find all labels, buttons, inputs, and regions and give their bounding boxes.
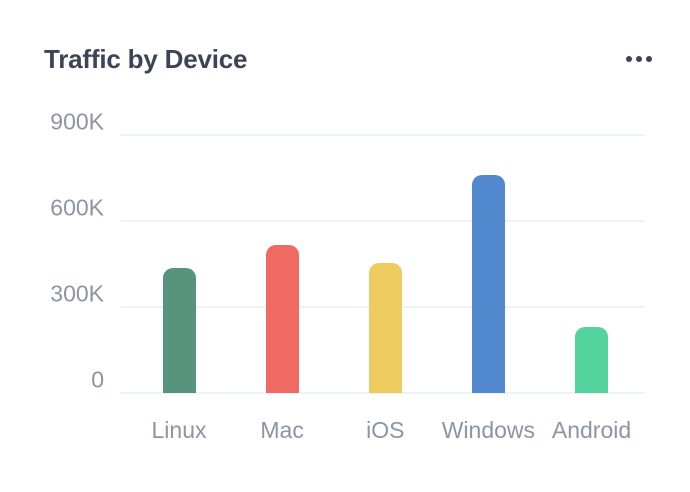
ellipsis-icon bbox=[646, 56, 652, 62]
gridline-0 bbox=[120, 392, 645, 394]
x-axis-label-linux: Linux bbox=[151, 417, 207, 443]
x-axis-label-android: Android bbox=[551, 417, 632, 443]
x-axis-label-windows: Windows bbox=[441, 417, 536, 443]
bar-android bbox=[575, 327, 608, 393]
y-axis-tick-label-900k: 900K bbox=[50, 108, 104, 135]
y-axis-tick-label-0: 0 bbox=[91, 366, 104, 393]
gridline-600k bbox=[120, 220, 645, 222]
ellipsis-icon bbox=[636, 56, 642, 62]
x-axis-label-mac: Mac bbox=[260, 417, 304, 443]
card-header: Traffic by Device bbox=[44, 42, 656, 76]
bar-linux bbox=[162, 268, 196, 393]
bar-ios bbox=[368, 262, 402, 393]
bar-mac bbox=[265, 245, 299, 393]
x-axis-label-ios: iOS bbox=[366, 417, 405, 443]
y-axis-tick-label-600k: 600K bbox=[50, 194, 104, 221]
bar-windows bbox=[471, 175, 505, 393]
gridline-900k bbox=[120, 134, 645, 136]
more-options-button[interactable] bbox=[622, 48, 656, 70]
y-axis-tick-label-300k: 300K bbox=[50, 280, 104, 307]
ellipsis-icon bbox=[626, 56, 632, 62]
chart-title: Traffic by Device bbox=[44, 43, 248, 74]
